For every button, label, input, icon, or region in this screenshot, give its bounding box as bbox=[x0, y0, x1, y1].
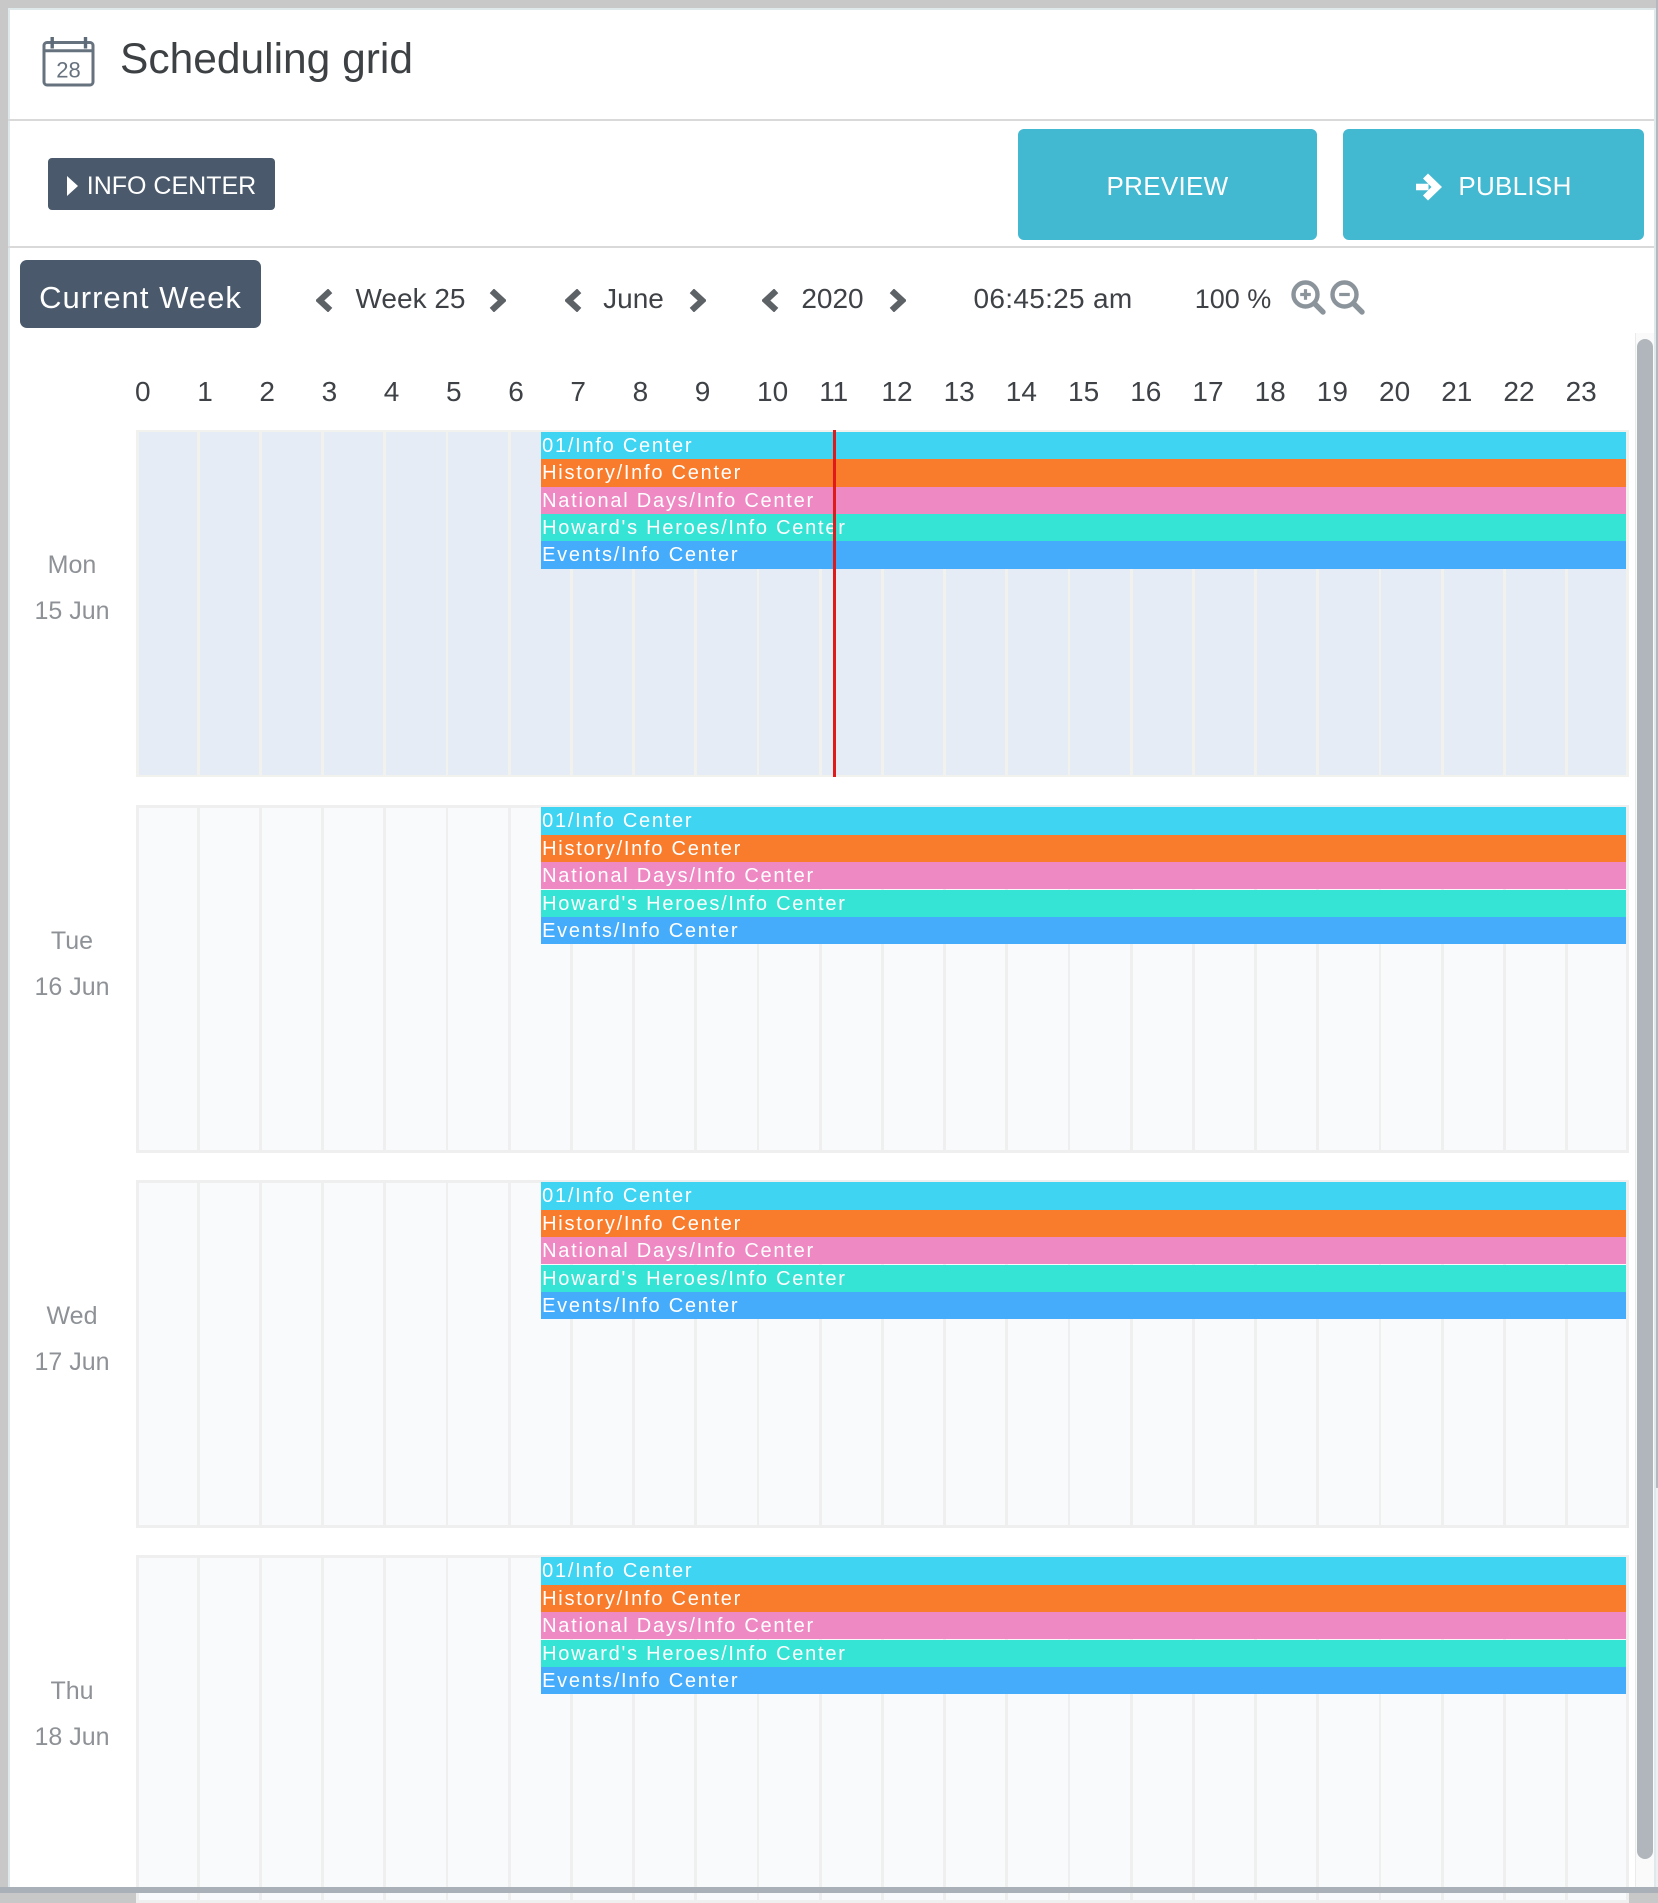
svg-text:28: 28 bbox=[56, 58, 80, 83]
